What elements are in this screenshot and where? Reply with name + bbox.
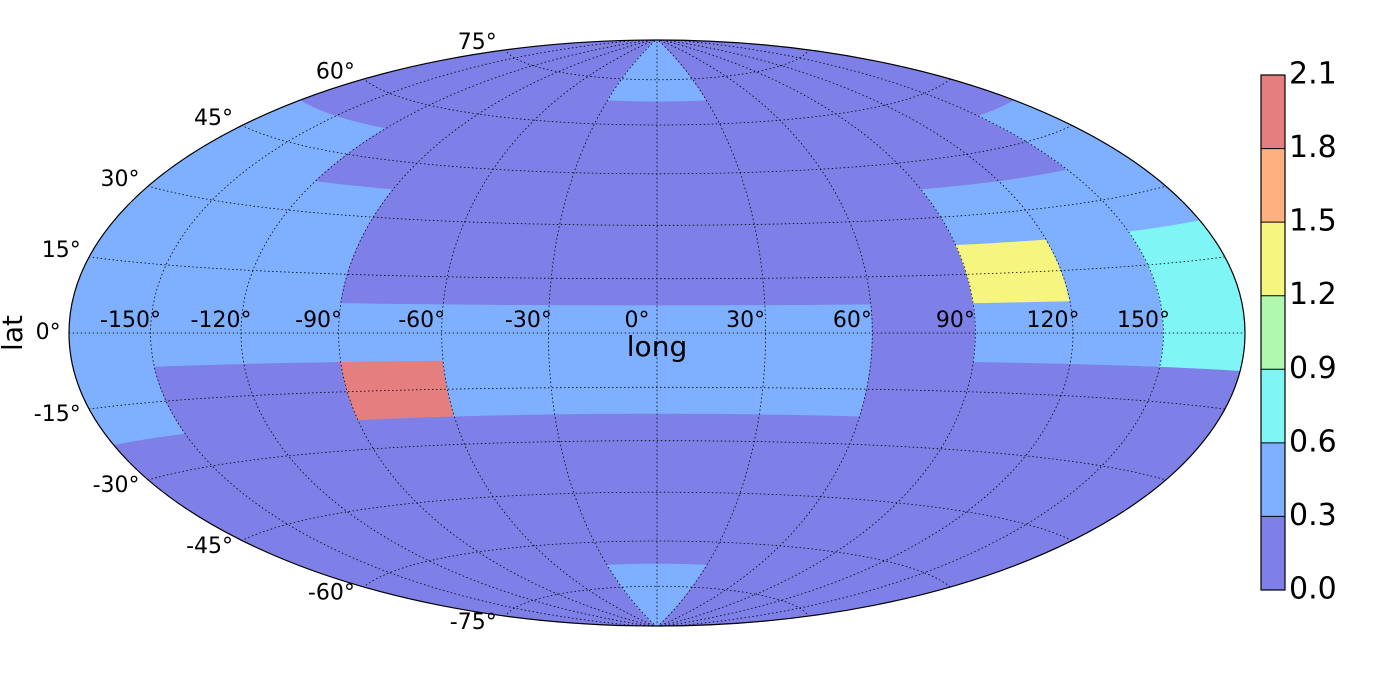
colorbar-band	[1261, 369, 1285, 443]
colorbar-tick-label: 0.0	[1289, 572, 1337, 607]
field-cell	[859, 360, 974, 421]
x-tick-label: 0°	[625, 308, 650, 333]
colorbar-band	[1261, 516, 1285, 590]
field-cell	[442, 360, 556, 418]
colorbar: 0.0 0.3 0.6 0.9 1.2 1.5 1.8 2.1	[1260, 57, 1337, 607]
field-cell	[758, 248, 872, 306]
field-cell	[340, 245, 455, 306]
parallel	[88, 256, 1226, 280]
colorbar-tick-label: 1.5	[1289, 204, 1337, 239]
meridian	[338, 40, 658, 626]
parallel	[147, 185, 1167, 226]
x-tick-label: -90°	[295, 308, 342, 333]
field	[69, 40, 1245, 626]
colorbar-tick-label: 0.3	[1289, 498, 1337, 533]
y-tick-label: 0°	[36, 320, 61, 345]
parallel	[362, 77, 952, 126]
y-tick-label: -15°	[34, 402, 81, 427]
x-tick-label: -60°	[398, 308, 445, 333]
x-axis-label: long	[627, 330, 687, 363]
x-tick-label: -120°	[191, 308, 252, 333]
y-axis-label: lat	[0, 315, 29, 351]
y-tick-label: 60°	[316, 59, 355, 84]
parallel	[504, 48, 810, 81]
x-tick-label: 150°	[1117, 308, 1170, 333]
x-tick-label: 30°	[726, 308, 765, 333]
parallel	[504, 585, 810, 618]
x-tick-label: 90°	[936, 308, 975, 333]
colorbar-band	[1261, 442, 1285, 517]
colorbar-band	[1261, 75, 1285, 149]
colorbar-band	[1261, 148, 1285, 223]
y-tick-label: 30°	[101, 167, 140, 192]
y-tick-label: 15°	[42, 238, 81, 263]
y-tick-label: -75°	[450, 610, 497, 635]
meridian	[656, 40, 1164, 626]
field-cell	[758, 360, 872, 418]
meridian	[441, 40, 658, 626]
map-outline	[68, 39, 1246, 627]
field-cell	[340, 360, 455, 421]
parallel	[147, 440, 1167, 481]
x-tick-label: -30°	[505, 308, 552, 333]
y-tick-label: -45°	[186, 534, 233, 559]
colorbar-band	[1261, 222, 1285, 296]
field-cell	[656, 413, 760, 469]
parallel	[88, 386, 1226, 410]
colorbar-tick-label: 2.1	[1289, 57, 1337, 92]
field-cell	[656, 197, 760, 253]
colorbar-tick-label: 0.6	[1289, 424, 1337, 459]
colorbar-tick-label: 0.9	[1289, 351, 1337, 386]
colorbar-tick-label: 1.2	[1289, 277, 1337, 312]
graticule	[69, 40, 1245, 626]
field-cell	[442, 248, 556, 306]
colorbar-tick-label: 1.8	[1289, 130, 1337, 165]
y-tick-label: -30°	[93, 473, 140, 498]
labels: -150° -120° -90° -60° -30° 0° 30° 60° 90° 120° 150…	[34, 30, 1170, 635]
y-tick-label: 45°	[194, 106, 233, 131]
x-tick-label: 60°	[833, 308, 872, 333]
y-tick-label: 75°	[458, 30, 497, 55]
parallel	[362, 540, 952, 589]
colorbar-band	[1261, 295, 1285, 370]
meridian	[150, 40, 658, 626]
parallel	[240, 491, 1074, 542]
y-tick-label: -60°	[308, 581, 355, 606]
x-tick-label: -150°	[100, 308, 161, 333]
field-cell	[859, 245, 974, 306]
field-cell	[1159, 294, 1245, 372]
x-tick-label: 120°	[1027, 308, 1080, 333]
parallel	[240, 124, 1074, 175]
